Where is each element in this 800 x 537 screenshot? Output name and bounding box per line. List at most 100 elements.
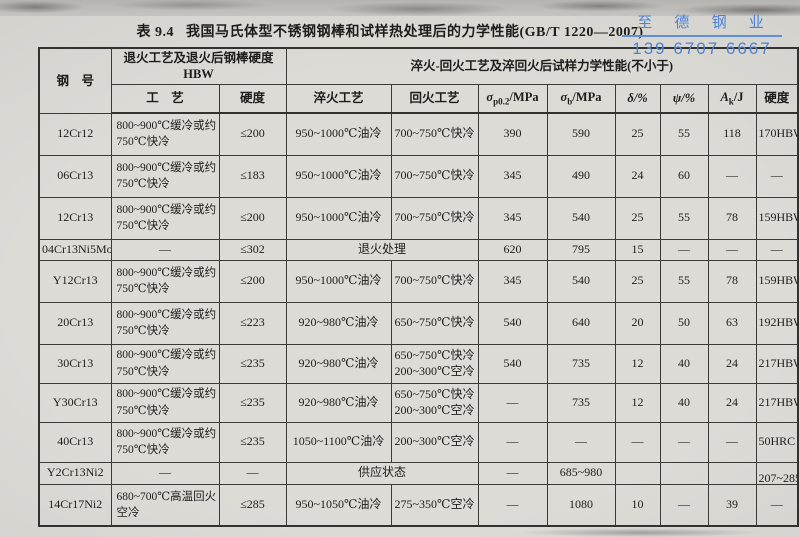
table-row: 06Cr13 800~900℃缓冷或约 750℃快冷 ≤183 950~1000… xyxy=(38,154,799,198)
cell-ak: 78 xyxy=(707,259,757,303)
cell-hard: — xyxy=(755,483,799,527)
cell-quench: 1050~1100℃油冷 xyxy=(285,421,392,463)
cell-rp: — xyxy=(477,461,548,485)
cell-ak: 63 xyxy=(707,301,757,345)
cell-temper: 650~750℃快冷 200~300℃空冷 xyxy=(390,382,479,423)
cell-ak: 78 xyxy=(707,196,757,240)
cell-rp: 345 xyxy=(477,259,548,303)
cell-rm: 735 xyxy=(546,382,616,423)
cell-merged-treatment: 供应状态 xyxy=(285,461,479,485)
cell-quench: 950~1000℃油冷 xyxy=(285,196,392,240)
col-header-temper: 回火工艺 xyxy=(390,83,479,114)
cell-grade: 04Cr13Ni5Mo xyxy=(38,238,112,261)
cell-ra: 40 xyxy=(659,382,709,423)
cell-hbw: ≤183 xyxy=(218,154,287,198)
cell-hard: — xyxy=(755,238,799,261)
cell-rm: 490 xyxy=(546,154,616,198)
cell-temper: 650~750℃快冷 xyxy=(390,301,479,345)
table-header-row-2: 工 艺 硬度 淬火工艺 回火工艺 σp0.2/MPa σb/MPa δ/% ψ/… xyxy=(39,83,799,114)
cell-rp: 345 xyxy=(477,196,548,240)
cell-grade: 12Cr12 xyxy=(38,112,112,156)
cell-rp: — xyxy=(477,483,548,527)
col-header-quench: 淬火工艺 xyxy=(285,83,392,114)
cell-el: 20 xyxy=(614,301,661,345)
cell-grade: 06Cr13 xyxy=(38,154,112,198)
cell-anneal: 800~900℃缓冷或约 750℃快冷 xyxy=(110,259,220,303)
cell-el: 12 xyxy=(614,382,661,423)
cell-grade: 30Cr13 xyxy=(38,343,112,384)
cell-hard: 159HBW xyxy=(755,196,799,240)
cell-quench: 950~1050℃油冷 xyxy=(285,483,392,527)
cell-grade: 40Cr13 xyxy=(38,421,112,463)
cell-rm: 1080 xyxy=(546,483,616,527)
cell-hard: 159HBW xyxy=(755,259,799,303)
cell-el: 25 xyxy=(614,112,661,156)
cell-ak: — xyxy=(707,421,757,463)
cell-ra: 60 xyxy=(659,154,709,198)
col-header-elongation: δ/% xyxy=(614,83,661,114)
cell-ak: 24 xyxy=(707,382,757,423)
cell-el: 25 xyxy=(614,259,661,303)
cell-grade: Y2Cr13Ni2 xyxy=(38,461,112,485)
cell-ak: 39 xyxy=(707,483,757,527)
cell-rp: 620 xyxy=(477,238,548,261)
cell-grade: 12Cr13 xyxy=(38,196,112,240)
cell-ra: 40 xyxy=(659,343,709,384)
cell-grade: Y30Cr13 xyxy=(38,382,112,423)
scan-smudge xyxy=(480,526,800,537)
table-row: 40Cr13 800~900℃缓冷或约 750℃快冷 ≤235 1050~110… xyxy=(38,421,799,463)
cell-grade: Y12Cr13 xyxy=(38,259,112,303)
cell-rm: 795 xyxy=(546,238,616,261)
cell-ra: 55 xyxy=(659,259,709,303)
steel-properties-table: 钢 号 退火工艺及退火后钢棒硬度 HBW 淬火-回火工艺及淬回火后试样力学性能(… xyxy=(38,47,799,527)
scan-noise-band xyxy=(0,0,800,16)
cell-anneal: 800~900℃缓冷或约 750℃快冷 xyxy=(110,154,220,198)
table-header-row-1: 钢 号 退火工艺及退火后钢棒硬度 HBW 淬火-回火工艺及淬回火后试样力学性能(… xyxy=(38,47,799,114)
table-row: 20Cr13 800~900℃缓冷或约 750℃快冷 ≤223 920~980℃… xyxy=(38,301,799,345)
cell-anneal: 800~900℃缓冷或约 750℃快冷 xyxy=(110,421,220,463)
col-header-reduction: ψ/% xyxy=(659,83,709,114)
cell-el: 24 xyxy=(614,154,661,198)
cell-el xyxy=(614,461,661,485)
cell-ak: — xyxy=(707,154,757,198)
cell-temper: 700~750℃快冷 xyxy=(390,154,479,198)
cell-anneal: 800~900℃缓冷或约 750℃快冷 xyxy=(110,196,220,240)
cell-rm: 540 xyxy=(546,196,616,240)
cell-rp: 390 xyxy=(477,112,548,156)
cell-rp: — xyxy=(477,421,548,463)
cell-hard: 207~285HB xyxy=(755,461,799,485)
col-header-anneal-group: 退火工艺及退火后钢棒硬度 HBW xyxy=(110,47,287,85)
cell-hard: 217HBW xyxy=(755,343,799,384)
cell-hbw: — xyxy=(218,461,287,485)
cell-hbw: ≤285 xyxy=(218,483,287,527)
col-header-steel-no: 钢 号 xyxy=(38,47,112,114)
cell-rp: — xyxy=(477,382,548,423)
cell-ra: — xyxy=(659,238,709,261)
cell-ra: 55 xyxy=(659,112,709,156)
cell-temper: 275~350℃空冷 xyxy=(390,483,479,527)
cell-quench: 920~980℃油冷 xyxy=(285,343,392,384)
cell-quench: 950~1000℃油冷 xyxy=(285,112,392,156)
cell-hard: 192HBW xyxy=(755,301,799,345)
cell-hbw: ≤235 xyxy=(218,382,287,423)
col-header-process: 工 艺 xyxy=(110,83,220,114)
cell-hbw: ≤200 xyxy=(218,112,287,156)
cell-grade: 20Cr13 xyxy=(38,301,112,345)
cell-rm: 685~980 xyxy=(546,461,616,485)
cell-rm: 735 xyxy=(546,343,616,384)
watermark-company: 至 德 钢 业 xyxy=(622,11,782,37)
cell-ak: — xyxy=(707,238,757,261)
col-header-impact: Ak/J xyxy=(707,83,757,114)
cell-ra: 50 xyxy=(659,301,709,345)
cell-rp: 345 xyxy=(477,154,548,198)
cell-anneal: — xyxy=(110,238,220,261)
cell-rm: 640 xyxy=(546,301,616,345)
cell-quench: 950~1000℃油冷 xyxy=(285,154,392,198)
cell-ak: 24 xyxy=(707,343,757,384)
table-row: 14Cr17Ni2 680~700℃高温回火 空冷 ≤285 950~1050℃… xyxy=(38,483,799,527)
col-header-hardness: 硬度 xyxy=(218,83,287,114)
cell-ra: — xyxy=(659,483,709,527)
cell-anneal: 680~700℃高温回火 空冷 xyxy=(110,483,220,527)
table-number-label: 表 9.4 xyxy=(136,25,174,40)
